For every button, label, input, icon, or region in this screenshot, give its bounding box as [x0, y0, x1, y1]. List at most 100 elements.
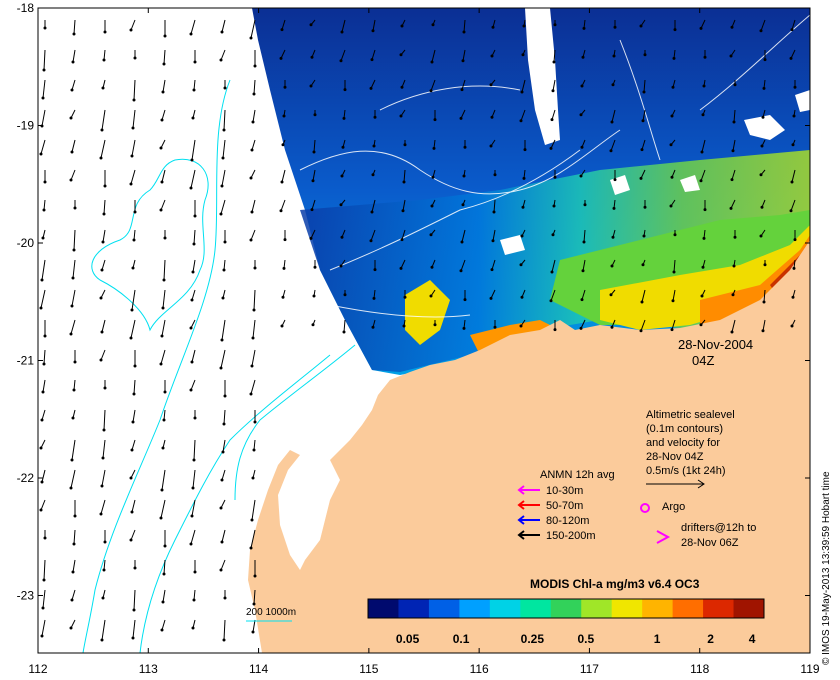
velocity-arrow	[71, 409, 76, 420]
x-tick-label: 117	[580, 662, 599, 676]
x-tick-label: 116	[470, 662, 489, 676]
y-tick-label: -22	[17, 471, 35, 485]
velocity-arrow	[43, 530, 47, 540]
velocity-arrow	[642, 79, 646, 94]
velocity-arrow	[101, 439, 106, 460]
velocity-arrow	[342, 319, 346, 334]
velocity-arrow	[72, 19, 76, 36]
velocity-arrow	[403, 290, 407, 299]
velocity-arrow	[459, 259, 466, 273]
y-axis: -18 -19 -20 -21 -22 -23	[17, 1, 810, 603]
y-tick-label: -20	[17, 236, 35, 250]
velocity-arrow	[43, 170, 47, 184]
velocity-arrow	[521, 199, 526, 209]
velocity-arrow	[521, 49, 526, 57]
info-line: Altimetric sealevel	[646, 409, 735, 421]
velocity-arrow	[732, 259, 736, 268]
velocity-arrow	[612, 199, 616, 210]
velocity-arrow	[161, 589, 166, 604]
velocity-arrow	[251, 619, 256, 634]
velocity-arrow	[313, 110, 317, 117]
velocity-arrow	[131, 109, 136, 130]
velocity-arrow	[730, 319, 736, 334]
velocity-arrow	[190, 289, 196, 302]
velocity-arrow	[492, 199, 496, 214]
colorbar-segment	[611, 599, 643, 618]
velocity-arrow	[670, 169, 676, 179]
velocity-arrow	[463, 140, 467, 149]
velocity-arrow	[70, 439, 76, 462]
velocity-arrow	[789, 49, 796, 60]
velocity-arrow	[429, 79, 436, 93]
velocity-arrow	[343, 290, 347, 297]
velocity-arrow	[489, 79, 496, 87]
velocity-arrow	[193, 200, 197, 218]
velocity-arrow	[220, 529, 226, 544]
velocity-arrow	[673, 230, 677, 237]
velocity-arrow	[672, 259, 676, 274]
velocity-arrow	[220, 319, 226, 342]
velocity-arrow	[581, 259, 586, 273]
velocity-arrow	[221, 139, 226, 160]
colorbar-segment	[368, 599, 399, 618]
velocity-arrow	[701, 109, 706, 117]
y-tick-label: -18	[17, 1, 35, 15]
velocity-arrow	[639, 319, 646, 333]
velocity-arrow	[550, 259, 556, 274]
velocity-arrow	[461, 199, 466, 207]
velocity-arrow	[792, 259, 796, 270]
velocity-arrow	[520, 289, 526, 299]
velocity-arrow	[130, 499, 136, 514]
colorbar	[367, 598, 765, 619]
velocity-arrow	[400, 19, 406, 28]
velocity-arrow	[100, 109, 106, 132]
velocity-arrow	[522, 169, 526, 180]
velocity-arrow	[581, 49, 586, 59]
velocity-arrow	[132, 79, 136, 102]
velocity-arrow	[399, 259, 406, 270]
anmn-legend-item: 80-120m	[517, 515, 589, 527]
velocity-arrow	[103, 170, 107, 188]
velocity-arrow	[191, 469, 196, 490]
velocity-arrow	[400, 79, 406, 89]
velocity-arrow	[790, 169, 796, 184]
velocity-arrow	[519, 319, 526, 328]
colorbar-tick-label: 2	[707, 632, 714, 646]
colorbar-tick-label: 0.5	[577, 632, 594, 646]
velocity-arrow	[252, 289, 256, 312]
velocity-arrow	[429, 229, 436, 237]
velocity-arrow	[309, 19, 316, 27]
velocity-arrow	[702, 79, 706, 88]
velocity-arrow	[433, 110, 437, 122]
velocity-arrow	[192, 439, 196, 462]
velocity-arrow	[519, 259, 526, 267]
velocity-arrow	[462, 319, 466, 330]
velocity-arrow	[553, 320, 557, 332]
sealevel-contours	[299, 14, 810, 318]
velocity-arrow	[249, 529, 256, 550]
y-tick-label: -19	[17, 119, 35, 133]
velocity-arrow	[129, 469, 136, 480]
velocity-arrow	[431, 169, 436, 179]
velocity-arrow	[372, 139, 376, 148]
velocity-arrow	[160, 109, 166, 122]
date-label: 28-Nov-2004	[678, 337, 753, 352]
velocity-arrow	[552, 49, 556, 64]
drifter-line: 28-Nov 06Z	[681, 537, 739, 549]
velocity-arrow	[402, 169, 406, 184]
velocity-arrow	[219, 499, 226, 510]
velocity-arrow	[69, 109, 76, 120]
velocity-arrow	[191, 619, 196, 630]
velocity-arrow	[551, 229, 556, 237]
x-tick-label: 115	[359, 662, 378, 676]
velocity-arrow	[130, 139, 136, 158]
info-line: 28-Nov 04Z	[646, 451, 704, 463]
velocity-arrow	[69, 619, 76, 630]
velocity-arrow	[613, 20, 617, 29]
velocity-arrow	[703, 50, 707, 59]
velocity-arrow	[41, 229, 46, 240]
velocity-arrow	[339, 49, 346, 63]
velocity-arrow	[253, 410, 257, 424]
velocity-arrow	[163, 20, 167, 38]
velocity-arrow	[729, 199, 736, 210]
